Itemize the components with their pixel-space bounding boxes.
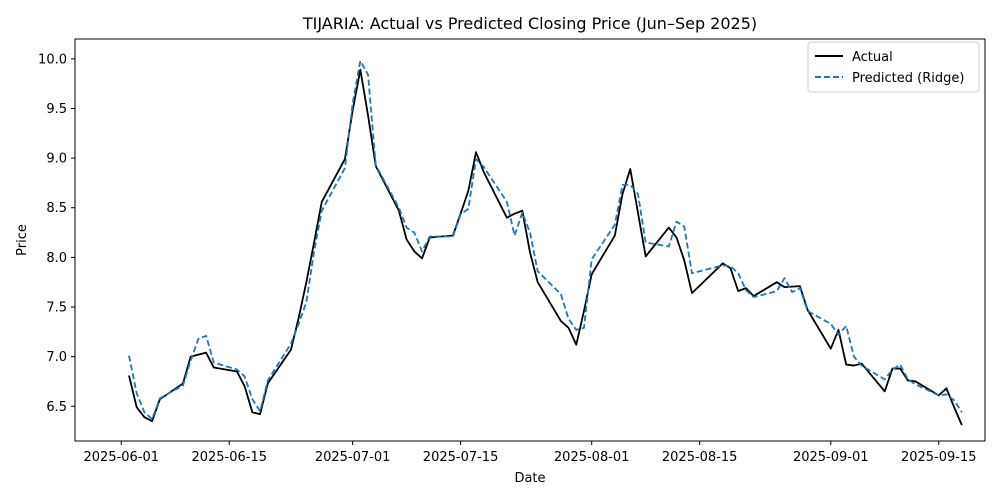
x-tick-label: 2025-06-01 [83,450,159,465]
predicted-price-line [129,61,962,419]
y-tick-label: 8.0 [46,251,67,266]
y-tick-label: 9.5 [46,102,67,117]
actual-price-line [129,70,962,425]
y-axis-label: Price [15,224,30,256]
x-axis-label: Date [514,471,545,486]
plot-frame [75,39,985,441]
x-tick-label: 2025-07-15 [423,450,499,465]
y-tick-label: 6.5 [46,400,67,415]
x-tick-label: 2025-06-15 [191,450,267,465]
y-tick-label: 7.0 [46,350,67,365]
legend: Actual Predicted (Ridge) [808,42,979,92]
x-tick-label: 2025-08-01 [554,450,630,465]
x-tick-label: 2025-08-15 [662,450,738,465]
y-axis: 6.5 7.0 7.5 8.0 8.5 9.0 9.5 10.0 [38,52,75,414]
y-tick-label: 9.0 [46,152,67,167]
x-tick-label: 2025-09-15 [901,450,977,465]
legend-label-actual: Actual [852,50,893,65]
x-tick-label: 2025-07-01 [315,450,391,465]
y-tick-label: 8.5 [46,201,67,216]
chart-title: TIJARIA: Actual vs Predicted Closing Pri… [302,14,757,33]
y-tick-label: 10.0 [38,52,67,67]
series-lines [129,61,962,425]
legend-label-predicted: Predicted (Ridge) [852,71,964,86]
x-axis: 2025-06-01 2025-06-15 2025-07-01 2025-07-15… [83,441,976,465]
x-tick-label: 2025-09-01 [793,450,869,465]
y-tick-label: 7.5 [46,301,67,316]
